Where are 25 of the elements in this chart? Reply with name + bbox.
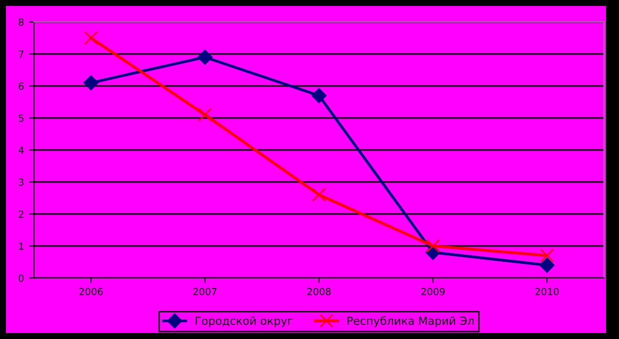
y-tick-label: 5 — [18, 114, 24, 122]
y-tick-label: 7 — [18, 50, 24, 58]
y-tick-label: 4 — [18, 146, 24, 154]
y-tick-label: 2 — [18, 210, 24, 218]
x-tick-label: 2007 — [193, 288, 217, 296]
y-tick-label: 6 — [18, 82, 24, 90]
point — [312, 188, 326, 202]
point — [83, 75, 99, 90]
x-tick-label: 2010 — [535, 288, 559, 296]
y-tick-label: 1 — [19, 242, 24, 250]
y-tick-label: 3 — [18, 178, 24, 186]
y-tick-label: 8 — [18, 18, 24, 26]
legend-label: Республика Марий Эл — [348, 316, 474, 328]
point — [198, 108, 212, 122]
x-tick-label: 2009 — [421, 288, 445, 296]
point — [311, 88, 327, 104]
x-tick-label: 2006 — [79, 288, 103, 296]
y-tick-label: 0 — [18, 274, 24, 282]
point — [426, 239, 440, 253]
legend-label: Городской округ — [196, 316, 293, 328]
point — [84, 31, 98, 45]
point — [197, 50, 213, 65]
x-tick-label: 2008 — [307, 288, 331, 296]
point — [539, 258, 555, 273]
point — [540, 248, 554, 263]
